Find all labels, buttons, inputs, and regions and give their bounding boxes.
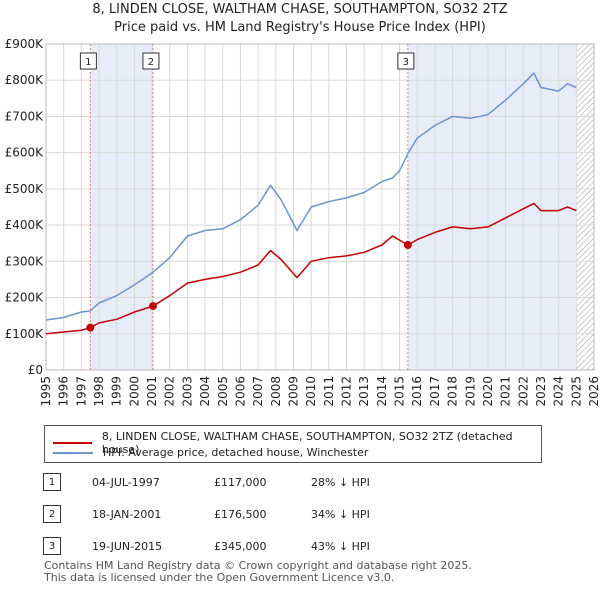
x-tick-label: 2007 [251, 376, 265, 407]
sale-row: 3 19-JUN-2015 £345,000 43% ↓ HPI [40, 536, 560, 560]
ownership-shading [90, 44, 153, 370]
x-tick-label: 1998 [92, 376, 106, 407]
x-tick-label: 2005 [216, 376, 230, 407]
sale-point [86, 323, 95, 332]
x-tick-label: 1995 [39, 376, 53, 407]
x-tick-label: 2012 [340, 376, 354, 407]
sale-label-number: 1 [85, 57, 91, 68]
plot-border [45, 43, 595, 371]
legend-item-hpi: HPI: Average price, detached house, Winc… [53, 446, 368, 459]
legend-label-hpi: HPI: Average price, detached house, Winc… [103, 446, 369, 459]
property-price-line [45, 202, 577, 335]
legend-swatch-blue [53, 451, 93, 454]
forecast-hatch [576, 44, 594, 370]
y-tick-label: £300K [5, 254, 45, 268]
footer-license: This data is licensed under the Open Gov… [44, 571, 395, 584]
sale-row: 2 18-JAN-2001 £176,500 34% ↓ HPI [40, 504, 560, 528]
footer-copyright: Contains HM Land Registry data © Crown c… [44, 559, 472, 572]
sale-hpi-diff: 43% ↓ HPI [311, 540, 370, 553]
sale-point [148, 302, 157, 311]
x-tick-label: 2025 [569, 376, 583, 407]
sale-number: 2 [43, 505, 61, 523]
y-tick-label: £200K [5, 291, 45, 305]
sale-hpi-diff: 34% ↓ HPI [311, 508, 370, 521]
x-tick-label: 2024 [552, 376, 566, 407]
sale-price: £117,000 [214, 476, 267, 489]
sale-hpi-diff: 28% ↓ HPI [311, 476, 370, 489]
sale-date: 18-JAN-2001 [92, 508, 162, 521]
sale-point [403, 241, 412, 250]
y-tick-label: £800K [5, 73, 45, 87]
legend-label-property: 8, LINDEN CLOSE, WALTHAM CHASE, SOUTHAMP… [101, 430, 513, 456]
y-tick-label: £600K [5, 146, 45, 160]
x-tick-label: 2026 [587, 376, 600, 407]
x-tick-label: 2011 [322, 376, 336, 407]
y-tick-label: £0 [28, 363, 43, 377]
x-tick-label: 2018 [446, 376, 460, 407]
x-tick-label: 2009 [286, 376, 300, 407]
x-tick-label: 2003 [180, 376, 194, 407]
chart-title: 8, LINDEN CLOSE, WALTHAM CHASE, SOUTHAMP… [92, 2, 508, 17]
y-tick-label: £900K [5, 37, 45, 51]
x-tick-label: 2020 [481, 376, 495, 407]
sale-date: 19-JUN-2015 [92, 540, 163, 553]
y-tick-label: £100K [5, 327, 45, 341]
sale-label-number: 3 [403, 57, 409, 68]
sale-date: 04-JUL-1997 [92, 476, 160, 489]
x-tick-label: 2013 [357, 376, 371, 407]
x-tick-label: 2016 [410, 376, 424, 407]
x-tick-label: 2017 [428, 376, 442, 407]
sale-label-box [142, 52, 160, 70]
sale-price: £345,000 [214, 540, 267, 553]
sale-label-box [79, 52, 97, 70]
x-tick-label: 2008 [269, 376, 283, 407]
x-tick-label: 1997 [74, 376, 88, 407]
x-tick-label: 2002 [163, 376, 177, 407]
x-tick-label: 2019 [463, 376, 477, 407]
x-tick-label: 2014 [375, 376, 389, 407]
x-tick-label: 2000 [127, 376, 141, 407]
x-tick-label: 1996 [57, 376, 71, 407]
price-chart: £0 £100K £200K £300K £400K £500K £600K £700K £80… [5, 37, 600, 407]
x-tick-label: 2001 [145, 376, 159, 407]
x-tick-label: 2022 [516, 376, 530, 407]
sale-row: 1 04-JUL-1997 £117,000 28% ↓ HPI [40, 472, 560, 496]
y-tick-label: £700K [5, 109, 45, 123]
legend-swatch-red [53, 442, 92, 444]
legend: 8, LINDEN CLOSE, WALTHAM CHASE, SOUTHAMP… [44, 425, 542, 463]
sale-label-number: 2 [148, 57, 154, 68]
y-tick-label: £400K [5, 218, 45, 232]
x-tick-label: 2021 [499, 376, 513, 407]
ownership-shading [407, 44, 577, 370]
hpi-line [45, 72, 577, 321]
sale-label-box [397, 52, 415, 70]
sale-number: 1 [43, 473, 61, 491]
legend-item-property: 8, LINDEN CLOSE, WALTHAM CHASE, SOUTHAMP… [53, 430, 541, 456]
x-tick-label: 2023 [534, 376, 548, 407]
y-tick-label: £500K [5, 182, 45, 196]
chart-subtitle: Price paid vs. HM Land Registry's House … [114, 20, 486, 35]
sale-price: £176,500 [214, 508, 267, 521]
x-tick-label: 2010 [304, 376, 318, 407]
x-tick-label: 2015 [393, 376, 407, 407]
x-tick-label: 2004 [198, 376, 212, 407]
x-tick-label: 2006 [233, 376, 247, 407]
x-tick-label: 1999 [110, 376, 124, 407]
sale-number: 3 [43, 537, 61, 555]
